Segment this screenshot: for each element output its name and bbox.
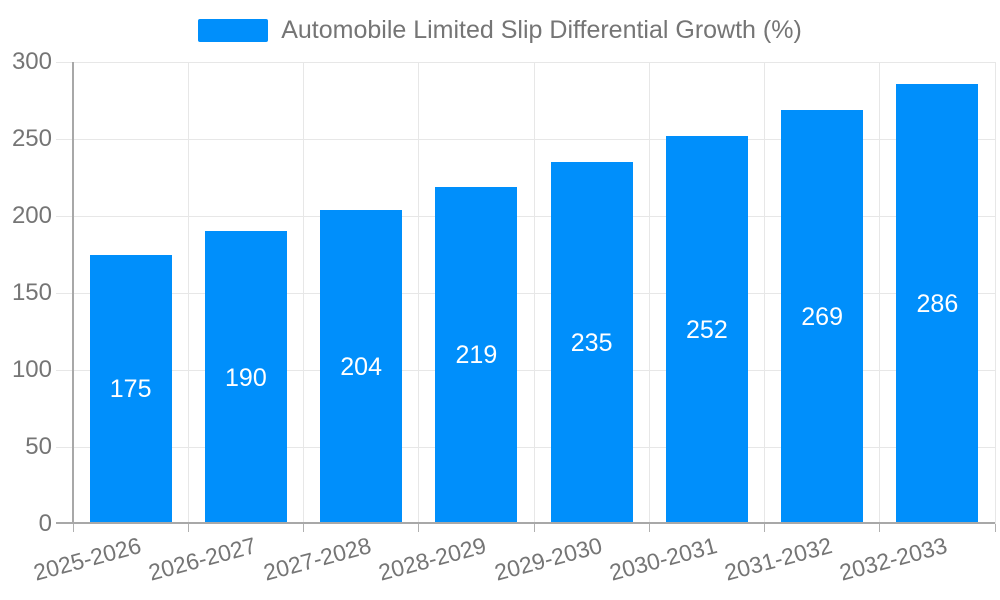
bar-value-label: 286 xyxy=(916,289,959,318)
gridline-horizontal xyxy=(56,369,995,371)
gridline-horizontal xyxy=(56,292,995,294)
x-axis-label: 2030-2031 xyxy=(606,532,720,586)
x-axis-tick xyxy=(648,524,650,532)
y-axis-label: 150 xyxy=(11,279,52,306)
gridline-vertical xyxy=(303,62,304,524)
x-axis-label: 2032-2033 xyxy=(837,532,951,586)
legend-label: Automobile Limited Slip Differential Gro… xyxy=(281,16,802,44)
y-axis-label: 300 xyxy=(11,48,52,75)
x-axis-label: 2028-2029 xyxy=(376,532,490,586)
x-axis-label: 2025-2026 xyxy=(30,532,144,586)
bar-value-label: 269 xyxy=(801,302,843,331)
plot-area: 0 50 100 150 200 250 300 175 190 204 219 235 252 269 2… xyxy=(12,49,996,586)
gridline-horizontal xyxy=(56,446,995,448)
bar-value-label: 235 xyxy=(570,329,613,358)
bar[interactable] xyxy=(896,83,979,524)
bar[interactable] xyxy=(550,162,633,524)
x-axis-label: 2031-2032 xyxy=(721,532,835,586)
x-axis-label: 2026-2027 xyxy=(145,532,259,586)
gridline-vertical xyxy=(994,62,996,524)
bar[interactable] xyxy=(435,186,518,524)
chart-legend[interactable]: Automobile Limited Slip Differential Gro… xyxy=(0,16,1000,44)
bar-value-label: 190 xyxy=(225,363,267,392)
x-axis-tick xyxy=(187,524,189,532)
x-axis-tick xyxy=(879,524,881,532)
gridline-horizontal xyxy=(56,215,995,217)
gridline-vertical xyxy=(418,62,420,524)
gridline-vertical xyxy=(648,62,650,524)
x-axis-tick xyxy=(418,524,420,532)
x-axis-label: 2029-2030 xyxy=(491,532,605,586)
y-axis-label: 50 xyxy=(25,433,52,460)
x-axis-tick xyxy=(994,524,996,532)
gridline-vertical xyxy=(187,62,189,524)
gridline-vertical xyxy=(533,62,535,524)
bar[interactable] xyxy=(781,109,864,524)
bar-value-label: 204 xyxy=(340,352,382,381)
bar[interactable] xyxy=(89,254,172,524)
legend-swatch xyxy=(198,18,269,42)
gridline-horizontal xyxy=(56,61,995,63)
y-axis-label: 100 xyxy=(11,356,52,383)
x-axis-label: 2027-2028 xyxy=(260,532,374,586)
bar[interactable] xyxy=(320,209,403,524)
x-axis-line xyxy=(56,522,995,524)
y-axis-line xyxy=(72,62,74,524)
bar[interactable] xyxy=(204,231,287,524)
bar-value-label: 252 xyxy=(686,315,728,344)
gridline-vertical xyxy=(764,62,765,524)
bar[interactable] xyxy=(665,135,748,524)
x-axis-tick xyxy=(533,524,535,532)
bar-value-label: 175 xyxy=(109,375,152,404)
y-axis-label: 200 xyxy=(11,202,52,229)
gridline-horizontal xyxy=(56,138,995,140)
y-axis-label: 0 xyxy=(38,510,52,537)
bar-value-label: 219 xyxy=(455,341,498,370)
x-axis-tick xyxy=(72,524,74,532)
x-axis-tick xyxy=(764,524,765,532)
y-axis-label: 250 xyxy=(11,125,52,152)
gridline-vertical xyxy=(879,62,881,524)
x-axis-tick xyxy=(303,524,304,532)
